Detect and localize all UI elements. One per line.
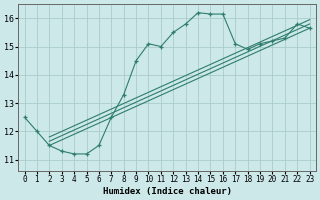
X-axis label: Humidex (Indice chaleur): Humidex (Indice chaleur) [103, 187, 232, 196]
